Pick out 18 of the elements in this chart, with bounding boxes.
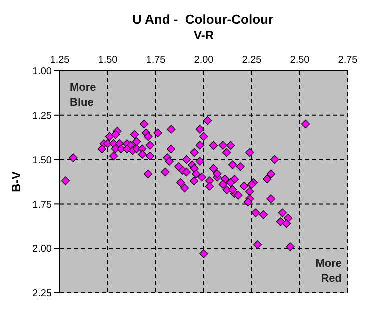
y-tick-label: 1.00 bbox=[32, 66, 52, 78]
x-tick-label: 1.25 bbox=[50, 55, 70, 66]
x-tick-label: 2.50 bbox=[290, 55, 310, 66]
x-axis-title: V-R bbox=[194, 28, 214, 43]
y-tick-label: 1.25 bbox=[32, 110, 52, 122]
x-tick-label: 2.25 bbox=[242, 55, 262, 66]
x-tick-label: 1.50 bbox=[98, 55, 118, 66]
y-tick-label: 1.75 bbox=[32, 200, 52, 211]
y-axis-title: B-V bbox=[9, 172, 24, 192]
x-tick-label: 2.00 bbox=[194, 55, 214, 66]
x-tick-label: 1.75 bbox=[146, 55, 166, 66]
annotation: More Red bbox=[314, 257, 342, 287]
y-tick-label: 1.50 bbox=[32, 155, 52, 166]
y-tick-label: 2.25 bbox=[32, 288, 52, 300]
chart-title: U And - Colour-Colour bbox=[131, 12, 275, 27]
annotation: More Blue bbox=[70, 81, 98, 111]
x-tick-label: 2.75 bbox=[338, 55, 358, 66]
y-tick-label: 2.00 bbox=[32, 244, 52, 256]
